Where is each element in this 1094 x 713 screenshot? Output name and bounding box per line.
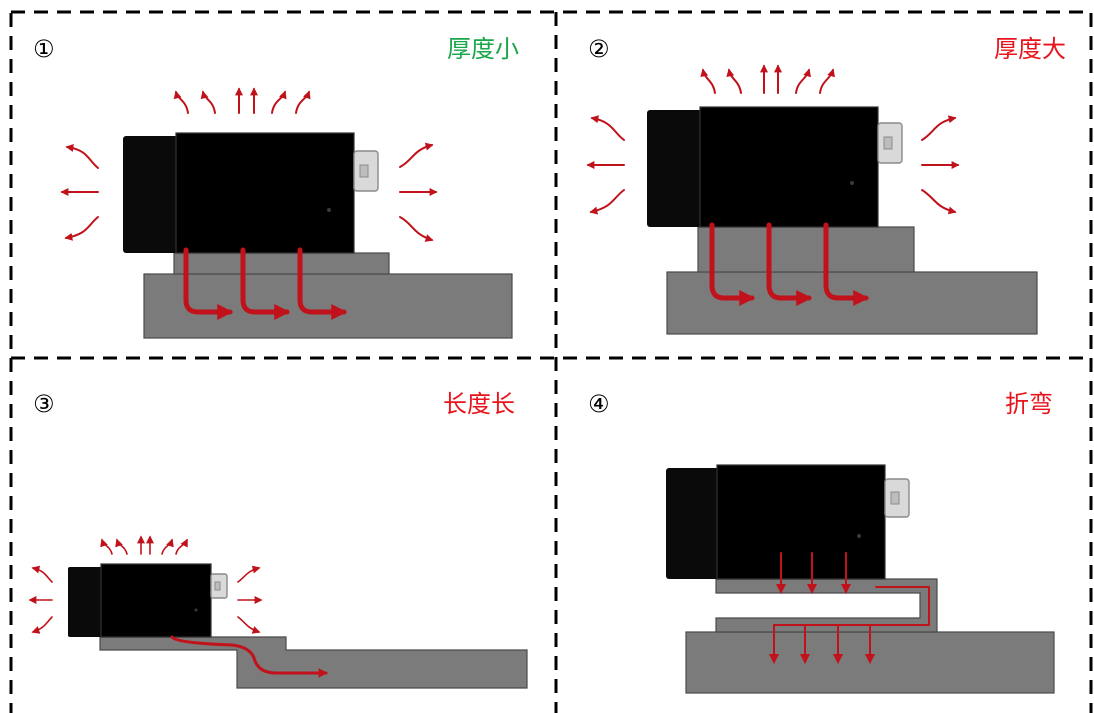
camera-icon — [123, 132, 379, 254]
heat-flow-arrow-icon — [586, 64, 960, 307]
long-mounting-plate — [99, 636, 528, 689]
panel-2: ② 厚度大 — [586, 35, 1066, 335]
panel-4-number: ④ — [588, 390, 610, 418]
camera-icon — [68, 563, 228, 638]
mounting-plate-thin — [173, 252, 390, 275]
panel-2-caption: 厚度大 — [994, 35, 1066, 63]
heatsink-base-plate — [666, 271, 1038, 335]
mounting-plate-thick — [697, 226, 915, 273]
panel-3-caption: 长度长 — [443, 390, 515, 418]
panel-3: ③ 长度长 — [28, 390, 528, 689]
heatsink-base-plate — [143, 273, 513, 339]
panel-1-caption: 厚度小 — [447, 35, 519, 63]
panel-1-number: ① — [33, 35, 55, 63]
heat-flow-arrow-icon — [769, 552, 930, 664]
camera-icon — [647, 106, 903, 228]
panel-4: ④ 折弯 — [588, 390, 1055, 694]
panel-2-number: ② — [588, 35, 610, 63]
heat-flow-arrow-icon — [28, 535, 328, 678]
panel-3-number: ③ — [33, 390, 55, 418]
panel-4-caption: 折弯 — [1005, 390, 1053, 418]
panel-dividers — [9, 10, 1093, 713]
panel-1: ① 厚度小 — [33, 35, 519, 339]
camera-icon — [666, 464, 910, 580]
heat-flow-arrow-icon — [60, 87, 438, 321]
